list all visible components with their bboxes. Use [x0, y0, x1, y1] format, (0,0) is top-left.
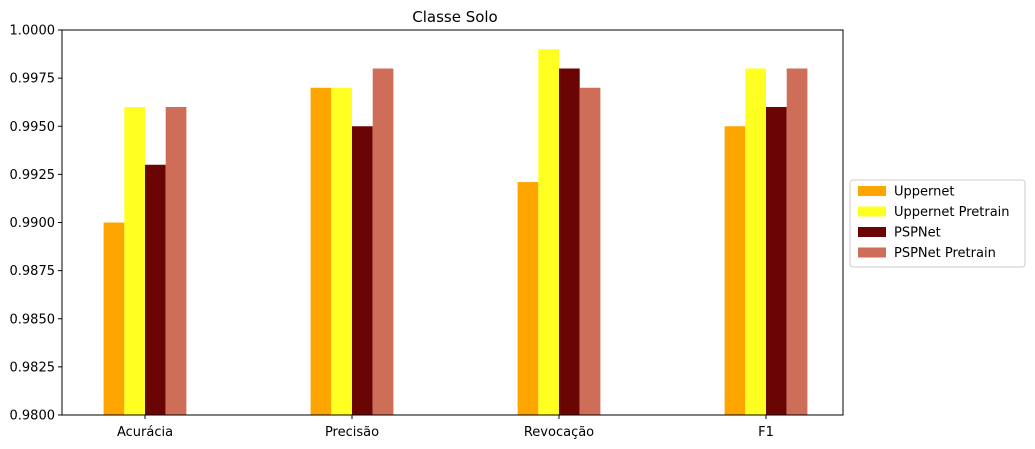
legend-swatch: [858, 186, 886, 196]
y-tick-label: 1.0000: [10, 24, 56, 39]
bars-group: [103, 49, 808, 415]
legend-swatch: [858, 247, 886, 258]
x-tick-label: Precisão: [325, 425, 379, 440]
legend-label: Uppernet: [894, 185, 954, 200]
bar-pspnet-pretrain-1: [372, 68, 394, 415]
bar-pspnet-2: [559, 68, 580, 415]
bar-uppernet-2: [517, 182, 539, 415]
legend-label: PSPNet Pretrain: [894, 246, 996, 261]
bar-pspnet-0: [145, 164, 166, 415]
x-tick-label: Revocação: [524, 425, 594, 440]
bar-pspnet-3: [766, 107, 787, 415]
x-tick-label: Acurácia: [117, 425, 173, 440]
legend-label: PSPNet: [894, 226, 941, 241]
y-tick-label: 0.9800: [10, 409, 56, 424]
legend-box: [849, 179, 1026, 268]
plot-frame: [61, 29, 844, 416]
bar-pspnet-pretrain-0: [165, 107, 187, 415]
bar-uppernet-pretrain-0: [124, 107, 145, 415]
y-tick-label: 0.9900: [10, 216, 56, 231]
bar-uppernet-pretrain-3: [745, 68, 766, 415]
bar-uppernet-pretrain-1: [331, 87, 352, 415]
bar-uppernet-3: [724, 126, 746, 415]
bar-pspnet-pretrain-3: [786, 68, 808, 415]
legend: Uppernet Uppernet Pretrain PSPNet PSPNet Pr…: [849, 179, 1026, 268]
y-tick-label: 0.9975: [10, 72, 56, 87]
y-tick-label: 0.9875: [10, 264, 56, 279]
y-tick-label: 0.9950: [10, 120, 56, 135]
bar-uppernet-1: [310, 87, 332, 415]
bar-uppernet-pretrain-2: [538, 49, 559, 415]
bar-pspnet-pretrain-2: [579, 87, 601, 415]
bar-pspnet-1: [352, 126, 373, 415]
legend-swatch: [858, 206, 886, 217]
x-tick-label: F1: [758, 425, 774, 440]
y-tick-label: 0.9925: [10, 168, 56, 183]
legend-swatch: [858, 227, 886, 237]
y-axis: 0.9800 0.9825 0.9850 0.9875 0.9900 0.9925 0.99…: [10, 24, 62, 424]
y-tick-label: 0.9825: [10, 360, 56, 375]
bar-uppernet-0: [103, 222, 125, 415]
legend-label: Uppernet Pretrain: [894, 205, 1010, 220]
y-tick-label: 0.9850: [10, 312, 56, 327]
chart-title: Classe Solo: [412, 8, 498, 26]
x-axis: Acurácia Precisão Revocação F1: [117, 415, 774, 440]
